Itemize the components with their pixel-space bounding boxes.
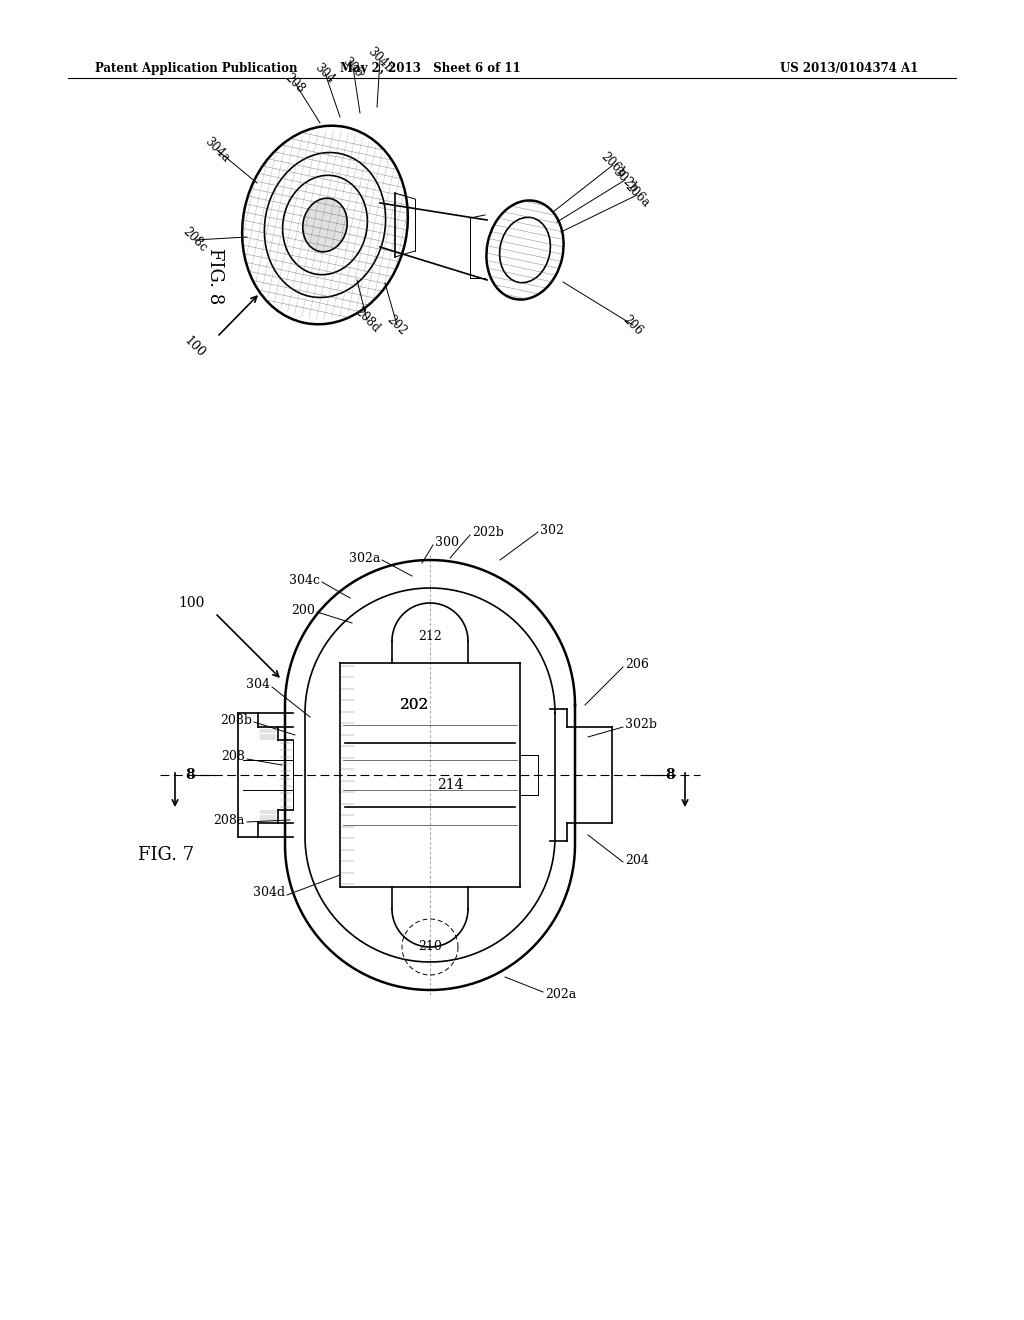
Text: 202a: 202a (545, 987, 577, 1001)
Text: 208a: 208a (214, 813, 245, 826)
Text: 208: 208 (221, 751, 245, 763)
Text: 100: 100 (178, 597, 205, 610)
Text: 204: 204 (625, 854, 649, 866)
Text: 214: 214 (437, 777, 463, 792)
Text: 208b: 208b (220, 714, 252, 726)
Text: 8: 8 (185, 768, 195, 781)
Text: 100: 100 (181, 334, 207, 360)
Text: Patent Application Publication: Patent Application Publication (95, 62, 298, 75)
Text: 202: 202 (400, 698, 430, 711)
Text: 202: 202 (400, 698, 430, 711)
Text: 202b: 202b (472, 527, 504, 540)
Text: 208: 208 (283, 70, 307, 95)
Text: 200: 200 (291, 603, 315, 616)
Text: 206: 206 (625, 659, 649, 672)
Text: 206a: 206a (622, 180, 652, 210)
Text: FIG. 7: FIG. 7 (138, 846, 195, 865)
Text: 302b: 302b (610, 165, 640, 195)
Text: US 2013/0104374 A1: US 2013/0104374 A1 (780, 62, 919, 75)
Text: FIG. 8: FIG. 8 (206, 248, 224, 304)
Text: 206b: 206b (598, 149, 628, 181)
Text: 208c: 208c (180, 226, 210, 255)
Text: 212: 212 (418, 630, 442, 643)
Text: 206: 206 (621, 313, 645, 338)
Text: 306: 306 (340, 54, 366, 79)
Text: 208d: 208d (352, 305, 382, 335)
Text: 302b: 302b (625, 718, 657, 731)
Text: 8: 8 (666, 768, 675, 781)
Text: 202: 202 (385, 313, 410, 338)
Text: 300: 300 (435, 536, 459, 549)
Text: May 2, 2013   Sheet 6 of 11: May 2, 2013 Sheet 6 of 11 (340, 62, 520, 75)
Text: 302a: 302a (348, 552, 380, 565)
Text: 210: 210 (418, 940, 442, 953)
Text: 304: 304 (246, 678, 270, 692)
Text: 304b: 304b (365, 45, 395, 75)
Text: 304a: 304a (202, 135, 232, 165)
Text: 302: 302 (540, 524, 564, 536)
Text: 304: 304 (312, 61, 338, 86)
Ellipse shape (303, 198, 347, 252)
Text: 304c: 304c (289, 573, 319, 586)
Text: 304d: 304d (253, 887, 285, 899)
